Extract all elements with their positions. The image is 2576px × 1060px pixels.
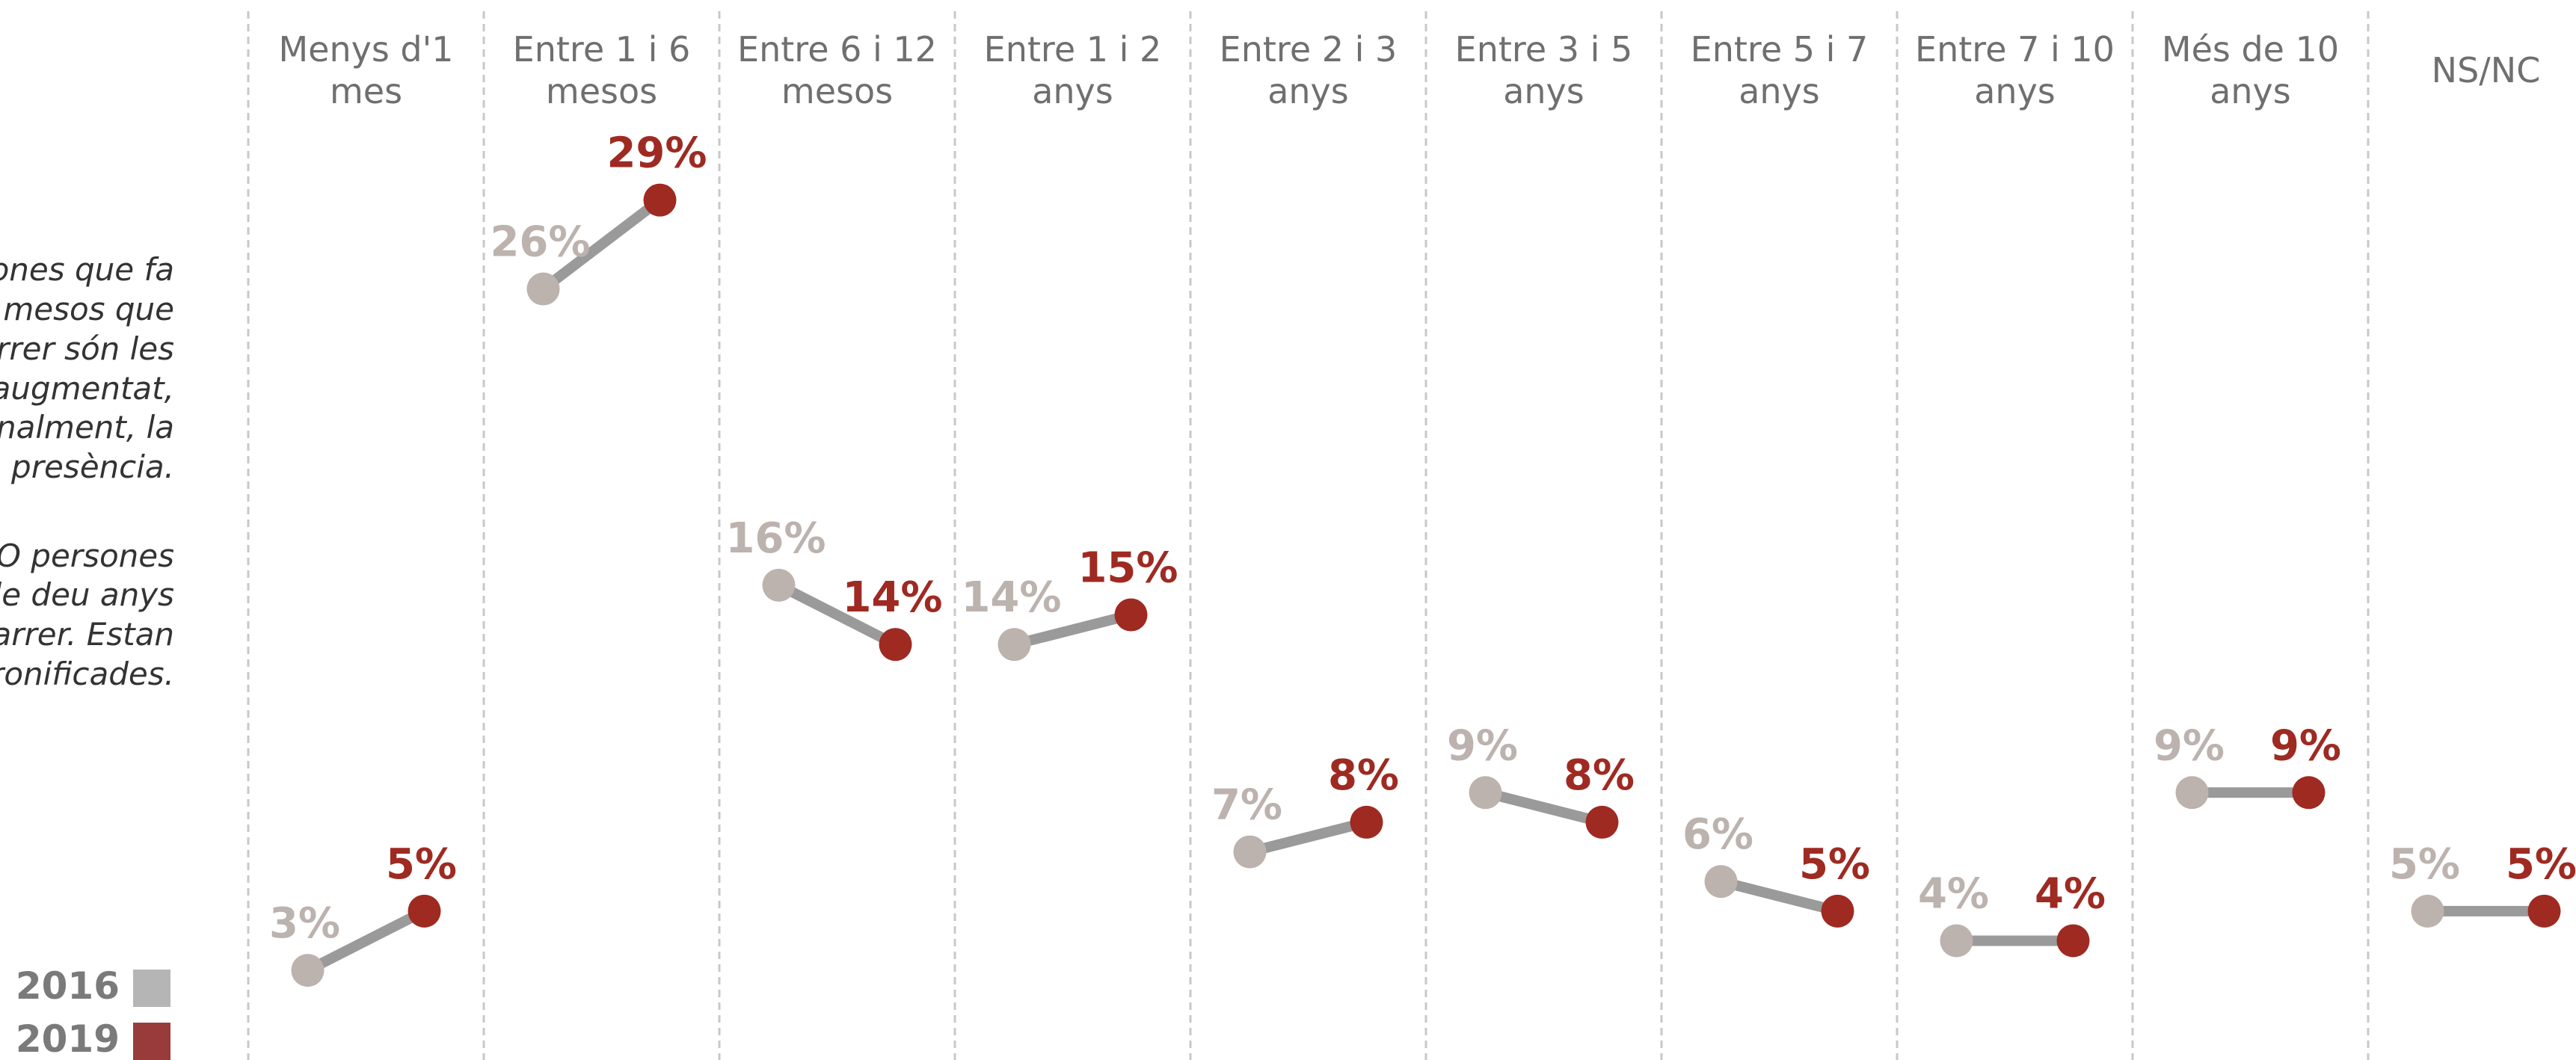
- category-label: Entre 7 i 10 anys: [1915, 29, 2115, 111]
- value-label: 14%: [842, 573, 942, 622]
- value-label: 3%: [269, 899, 340, 948]
- value-label: 5%: [1799, 840, 1870, 889]
- dot: [1704, 865, 1738, 899]
- slope-line: [1484, 787, 1604, 828]
- dot: [2056, 924, 2090, 958]
- category-label: Entre 2 i 3 anys: [1219, 29, 1398, 111]
- dot: [997, 628, 1031, 662]
- value-label: 15%: [1078, 544, 1178, 593]
- annotation: O persones: [0, 537, 174, 574]
- dot: [526, 272, 560, 306]
- annotation: mesos que: [3, 291, 174, 327]
- value-label: 6%: [1682, 810, 1753, 859]
- legend-label: 2019: [15, 1017, 120, 1060]
- dot: [1940, 924, 1973, 958]
- slope-line: [1012, 609, 1133, 650]
- value-label: 14%: [961, 573, 1061, 622]
- value-label: 26%: [490, 218, 590, 267]
- dot: [1114, 598, 1148, 632]
- category-label: Entre 1 i 6 mesos: [512, 29, 691, 111]
- value-label: 7%: [1211, 781, 1282, 830]
- annotation: augmentat,: [0, 370, 174, 407]
- legend-swatch: [133, 970, 170, 1007]
- value-label: 5%: [2389, 840, 2460, 889]
- dot: [1233, 835, 1267, 869]
- dot: [1821, 894, 1854, 928]
- category-label: NS/NC: [2431, 50, 2541, 90]
- legend-label: 2016: [15, 964, 120, 1008]
- value-label: 4%: [1918, 869, 1989, 918]
- annotation: a presència.: [0, 449, 174, 485]
- annotation: arrer. Estan: [0, 616, 174, 653]
- value-label: 8%: [1328, 751, 1399, 800]
- annotation: nalment, la: [0, 409, 174, 446]
- value-label: 4%: [2035, 869, 2106, 918]
- dot: [643, 183, 677, 217]
- slope-line: [1248, 817, 1368, 857]
- slope-line: [305, 906, 427, 976]
- dot: [291, 954, 325, 987]
- slope-line: [540, 196, 663, 294]
- value-label: 5%: [2506, 840, 2576, 889]
- category-label: Entre 3 i 5 anys: [1454, 29, 1633, 111]
- value-label: 9%: [1447, 721, 1518, 770]
- annotation: ones que fa: [0, 251, 174, 288]
- slope-line: [776, 580, 898, 650]
- dot: [1350, 805, 1383, 839]
- value-label: 9%: [2154, 721, 2225, 770]
- annotation: rrer són les: [0, 330, 174, 367]
- value-label: 9%: [2270, 721, 2341, 770]
- category-label: Menys d'1 mes: [278, 29, 454, 111]
- annotation: le deu anys: [0, 576, 174, 613]
- value-label: 16%: [725, 514, 826, 563]
- category-label: Entre 5 i 7 anys: [1690, 29, 1869, 111]
- dot: [2527, 894, 2561, 928]
- dot: [879, 628, 912, 662]
- dot: [1469, 776, 1502, 810]
- slope-line: [1719, 876, 1839, 916]
- annotation: ronificades.: [0, 656, 174, 692]
- dot: [2411, 894, 2444, 928]
- category-label: Entre 1 i 2 anys: [983, 29, 1162, 111]
- dot: [2292, 776, 2326, 810]
- dot: [1585, 805, 1619, 839]
- legend-swatch: [133, 1023, 170, 1060]
- value-label: 29%: [606, 129, 707, 178]
- dot: [408, 894, 441, 928]
- category-label: Més de 10 anys: [2161, 29, 2340, 111]
- dot: [2175, 776, 2209, 810]
- value-label: 8%: [1564, 751, 1635, 800]
- value-label: 5%: [386, 840, 457, 889]
- category-label: Entre 6 i 12 mesos: [737, 29, 937, 111]
- dot: [762, 568, 796, 602]
